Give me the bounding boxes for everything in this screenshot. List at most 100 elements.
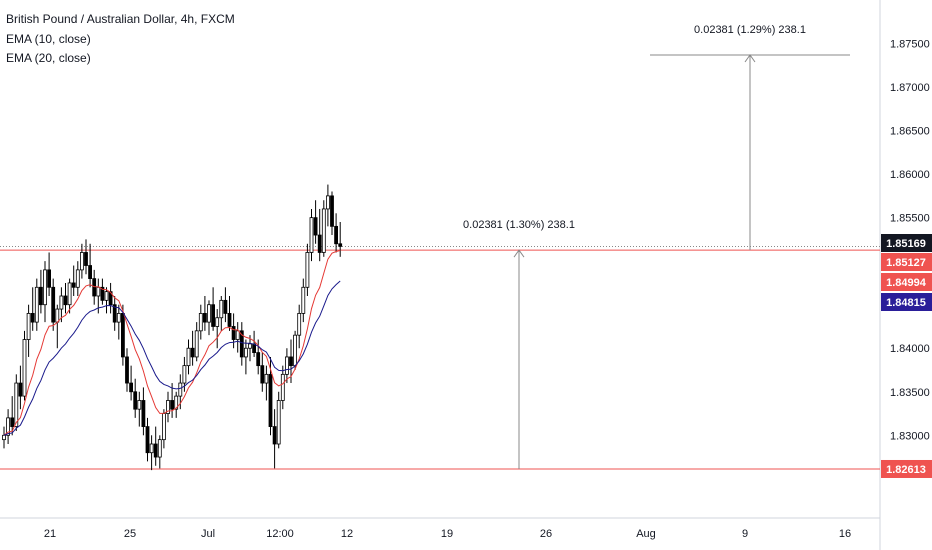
price-axis-tick-label: 1.86000 bbox=[890, 169, 930, 181]
candle-body bbox=[43, 269, 47, 306]
candle-body bbox=[137, 400, 142, 410]
candle-body bbox=[182, 365, 187, 384]
candle-body bbox=[84, 252, 88, 266]
candle-body bbox=[133, 391, 138, 410]
candle-body bbox=[121, 313, 125, 358]
candle-body bbox=[71, 282, 76, 288]
candle-body bbox=[88, 265, 92, 279]
candle-body bbox=[6, 417, 10, 436]
candle-body bbox=[276, 400, 281, 445]
candle-body bbox=[207, 304, 211, 323]
time-axis-tick-label: 12:00 bbox=[266, 528, 294, 540]
candle-body bbox=[67, 282, 72, 306]
candle-body bbox=[39, 286, 43, 306]
candle-body bbox=[260, 365, 265, 384]
candle-body bbox=[55, 308, 60, 323]
candle-body bbox=[63, 295, 68, 306]
price-axis-tick-label: 1.83500 bbox=[890, 387, 930, 399]
candle-body bbox=[211, 304, 216, 327]
candles-group bbox=[2, 184, 343, 471]
candle-body bbox=[14, 382, 19, 427]
price-axis-tick-label: 1.85500 bbox=[890, 213, 930, 225]
price-tag-text: 1.82613 bbox=[886, 464, 926, 476]
candle-body bbox=[198, 313, 203, 332]
time-axis-tick-label: 16 bbox=[839, 528, 851, 540]
candle-body bbox=[26, 313, 31, 340]
legend-symbol-title: British Pound / Australian Dollar, 4h, F… bbox=[6, 12, 235, 26]
candle-body bbox=[108, 291, 113, 306]
candle-body bbox=[178, 382, 183, 397]
candle-body bbox=[157, 439, 162, 458]
ema-10-line bbox=[3, 250, 341, 436]
candle-body bbox=[268, 373, 273, 427]
price-tag-text: 1.84994 bbox=[886, 277, 927, 289]
candle-body bbox=[272, 426, 277, 445]
candle-body bbox=[239, 330, 244, 358]
candle-body bbox=[34, 286, 39, 323]
price-tag-text: 1.85127 bbox=[886, 257, 926, 269]
time-axis-tick-label: 9 bbox=[742, 528, 748, 540]
candle-body bbox=[219, 299, 224, 319]
candle-body bbox=[223, 299, 228, 314]
price-tag-text: 1.85169 bbox=[886, 238, 926, 250]
candle-body bbox=[100, 286, 105, 301]
price-axis-tick-label: 1.84000 bbox=[890, 343, 930, 355]
candle-body bbox=[248, 343, 252, 349]
candle-body bbox=[104, 291, 109, 301]
candle-body bbox=[190, 347, 195, 358]
candle-body bbox=[125, 356, 129, 384]
candle-body bbox=[235, 330, 240, 340]
candle-body bbox=[116, 313, 121, 323]
time-axis-tick-label: 21 bbox=[44, 528, 56, 540]
last-price-tag: 1.85169 bbox=[881, 234, 932, 252]
candle-body bbox=[243, 347, 248, 358]
candle-body bbox=[2, 434, 6, 441]
candle-body bbox=[325, 195, 330, 210]
candle-body bbox=[256, 352, 261, 367]
candle-body bbox=[186, 347, 191, 367]
candle-body bbox=[47, 269, 51, 288]
time-axis-tick-label: Aug bbox=[636, 528, 656, 540]
candle-body bbox=[264, 373, 269, 384]
price-axis-tick-label: 1.87500 bbox=[890, 39, 930, 51]
candle-body bbox=[215, 317, 220, 327]
candle-body bbox=[129, 382, 134, 393]
candle-body bbox=[149, 443, 154, 454]
legend-ema-10: EMA (10, close) bbox=[6, 31, 91, 46]
candle-body bbox=[80, 252, 84, 271]
candle-body bbox=[194, 330, 199, 358]
candle-body bbox=[174, 395, 179, 410]
candle-body bbox=[231, 326, 236, 340]
candle-body bbox=[30, 313, 35, 323]
candle-body bbox=[289, 356, 293, 367]
candle-body bbox=[161, 413, 166, 441]
candle-body bbox=[330, 195, 334, 227]
candle-body bbox=[317, 234, 322, 253]
candle-body bbox=[321, 208, 326, 253]
candle-body bbox=[166, 400, 170, 414]
chart-legend: British Pound / Australian Dollar, 4h, F… bbox=[6, 10, 235, 69]
time-axis-tick-label: Jul bbox=[201, 528, 215, 540]
candle-body bbox=[338, 243, 343, 247]
candle-body bbox=[112, 304, 117, 323]
price-axis-tick-label: 1.87000 bbox=[890, 82, 930, 94]
measure-arrow-head bbox=[513, 249, 525, 258]
ema-20-price-tag: 1.84815 bbox=[881, 293, 932, 311]
measure-label: 0.02381 (1.29%) 238.1 bbox=[694, 24, 806, 36]
candle-body bbox=[202, 313, 207, 323]
candle-body bbox=[96, 286, 101, 297]
price-axis-tick-label: 1.86500 bbox=[890, 126, 930, 138]
candle-body bbox=[75, 269, 80, 288]
candle-body bbox=[170, 400, 175, 410]
candle-body bbox=[153, 443, 158, 458]
candle-body bbox=[18, 382, 23, 397]
candle-body bbox=[92, 278, 97, 297]
candle-body bbox=[227, 313, 232, 327]
ema-10-price-tag: 1.84994 bbox=[881, 273, 932, 291]
legend-ema-20: EMA (20, close) bbox=[6, 51, 91, 65]
candle-body bbox=[10, 417, 15, 427]
candle-body bbox=[297, 313, 302, 336]
time-axis-tick-label: 25 bbox=[124, 528, 136, 540]
price-axis-tick-label: 1.83000 bbox=[890, 430, 930, 442]
